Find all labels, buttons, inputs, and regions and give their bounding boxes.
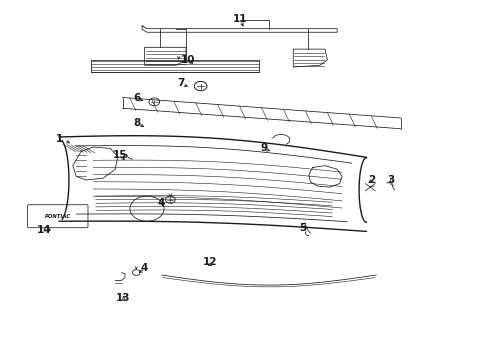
Text: PONTIAC: PONTIAC xyxy=(44,214,71,219)
Text: 11: 11 xyxy=(232,14,246,24)
Text: 4: 4 xyxy=(158,198,165,208)
Text: 12: 12 xyxy=(203,257,217,267)
Text: 9: 9 xyxy=(260,143,267,153)
Text: 14: 14 xyxy=(37,225,52,235)
Text: 1: 1 xyxy=(56,134,62,144)
Text: 4: 4 xyxy=(141,263,148,273)
Text: 6: 6 xyxy=(133,93,141,103)
Text: 3: 3 xyxy=(386,175,394,185)
Text: 13: 13 xyxy=(115,293,130,303)
Text: 2: 2 xyxy=(367,175,374,185)
Text: 7: 7 xyxy=(177,78,184,88)
Text: 8: 8 xyxy=(133,118,141,128)
Text: 10: 10 xyxy=(181,55,195,65)
Text: 5: 5 xyxy=(299,224,306,233)
Text: 15: 15 xyxy=(113,150,127,160)
